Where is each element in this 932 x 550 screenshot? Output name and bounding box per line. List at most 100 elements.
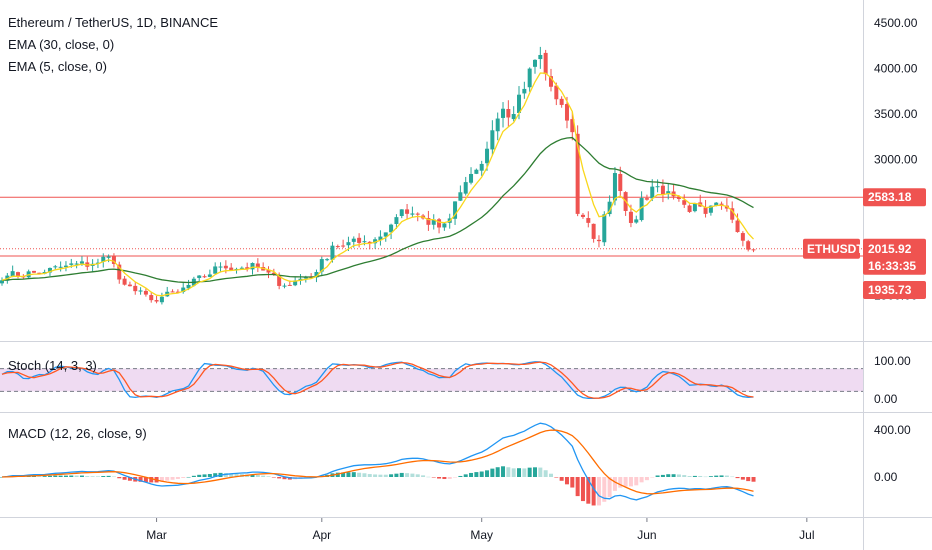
candle-body <box>367 241 372 244</box>
candle-body <box>612 173 617 201</box>
macd-histogram-bar <box>687 476 692 477</box>
price-tags: 2583.18 ETHUSDT 2015.92 16:33:35 1935.73 <box>803 188 926 300</box>
candle-body <box>213 266 218 274</box>
macd-histogram-bar <box>575 477 580 497</box>
macd-histogram-bar <box>746 477 751 482</box>
price-tick-label: 3500.00 <box>874 107 918 121</box>
candle-body <box>751 249 756 251</box>
ema30-legend: EMA (30, close, 0) <box>8 37 115 52</box>
candle-body <box>570 119 575 133</box>
candle-body <box>389 224 394 233</box>
macd-histogram-bar <box>495 467 500 477</box>
macd-histogram-bar <box>63 475 68 477</box>
candle-body <box>181 287 186 292</box>
candle-body <box>63 265 68 268</box>
candle-body <box>149 295 154 301</box>
time-tick-label: Apr <box>312 528 331 542</box>
macd-histogram-bar <box>351 472 356 477</box>
candle-body <box>501 108 506 118</box>
macd-histogram-bar <box>399 472 404 477</box>
candle-body <box>399 209 404 216</box>
macd-histogram-bar <box>42 476 47 477</box>
macd-histogram-bar <box>474 472 479 477</box>
candle-body <box>543 52 548 75</box>
macd-histogram-bar <box>463 474 468 477</box>
macd-histogram-bar <box>485 470 490 477</box>
stoch-pane[interactable] <box>0 361 863 400</box>
macd-histogram-bar <box>724 475 729 477</box>
macd-histogram-bar <box>159 477 164 482</box>
macd-histogram-bar <box>517 468 522 477</box>
candle-body <box>303 277 308 279</box>
candle-body <box>245 267 250 270</box>
candle-body <box>325 259 330 261</box>
macd-histogram-bar <box>703 476 708 478</box>
macd-histogram-bar <box>586 477 591 504</box>
candle-body <box>10 271 15 277</box>
candle-body <box>47 267 52 273</box>
candle-body <box>394 217 399 224</box>
candle-body <box>453 201 458 219</box>
macd-pane[interactable] <box>0 422 756 506</box>
macd-histogram-bar <box>735 477 740 479</box>
macd-histogram-bar <box>271 477 276 478</box>
candle-body <box>378 236 383 241</box>
candle-body <box>410 213 415 215</box>
price-tag: 2015.92 <box>868 242 912 256</box>
macd-histogram-bar <box>58 475 63 477</box>
candle-body <box>133 285 138 292</box>
macd-histogram-bar <box>692 475 697 477</box>
macd-histogram-bar <box>127 477 132 481</box>
candle-body <box>580 214 585 217</box>
macd-histogram-bar <box>469 472 474 477</box>
candle-body <box>53 266 58 268</box>
macd-histogram-bar <box>191 475 196 477</box>
ema5-line <box>1 72 754 297</box>
macd-histogram-bar <box>357 472 362 477</box>
candle-body <box>293 280 298 286</box>
candle-body <box>559 98 564 105</box>
candle-body <box>0 280 4 284</box>
candle-body <box>687 205 692 212</box>
macd-histogram-bar <box>612 477 617 491</box>
macd-histogram-bar <box>0 477 4 478</box>
macd-histogram-bar <box>655 475 660 477</box>
candle-body <box>319 259 324 272</box>
candle-body <box>644 198 649 200</box>
macd-histogram-bar <box>101 476 106 477</box>
macd-histogram-bar <box>644 477 649 481</box>
candle-body <box>548 76 553 87</box>
macd-histogram-bar <box>122 477 127 480</box>
macd-histogram-bar <box>618 477 623 488</box>
countdown-tag: 16:33:35 <box>868 259 916 273</box>
candle-body <box>708 205 713 213</box>
candle-body <box>485 148 490 164</box>
candle-body <box>330 245 335 260</box>
price-pane[interactable] <box>0 46 863 305</box>
candle-body <box>676 196 681 199</box>
macd-histogram-bar <box>580 477 585 502</box>
macd-histogram-bar <box>389 474 394 477</box>
macd-histogram-bar <box>511 468 516 477</box>
macd-histogram-bar <box>170 477 175 480</box>
candle-body <box>714 202 719 206</box>
macd-histogram-bar <box>282 477 287 480</box>
candle-body <box>37 272 42 275</box>
candle-body <box>591 223 596 239</box>
macd-histogram-bar <box>165 477 170 481</box>
macd-histogram-bar <box>479 471 484 477</box>
candle-body <box>533 59 537 67</box>
macd-histogram-bar <box>538 467 543 477</box>
candle-body <box>223 265 228 269</box>
macd-histogram-bar <box>719 475 724 477</box>
candle-body <box>692 203 697 212</box>
macd-histogram-bar <box>234 473 239 477</box>
macd-histogram-bar <box>676 474 681 477</box>
macd-histogram-bar <box>447 477 452 479</box>
candle-body <box>154 300 159 302</box>
candle-body <box>703 207 708 214</box>
macd-histogram-bar <box>223 473 228 477</box>
price-tick-label: 4000.00 <box>874 62 918 76</box>
macd-histogram-bar <box>559 477 564 481</box>
